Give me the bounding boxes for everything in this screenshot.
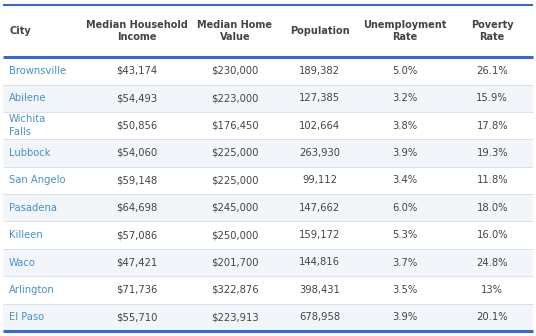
FancyBboxPatch shape — [3, 85, 533, 112]
Text: 99,112: 99,112 — [302, 175, 337, 185]
Text: Killeen: Killeen — [9, 230, 43, 240]
FancyBboxPatch shape — [3, 249, 533, 276]
Text: Lubbock: Lubbock — [9, 148, 50, 158]
Text: 3.2%: 3.2% — [392, 93, 417, 103]
Text: 11.8%: 11.8% — [477, 175, 508, 185]
Text: $59,148: $59,148 — [116, 175, 157, 185]
Text: 19.3%: 19.3% — [477, 148, 508, 158]
Text: City: City — [9, 26, 31, 36]
Text: $47,421: $47,421 — [116, 257, 157, 267]
Text: El Paso: El Paso — [9, 312, 44, 322]
FancyBboxPatch shape — [3, 304, 533, 331]
Text: Brownsville: Brownsville — [9, 66, 66, 76]
Text: Wichita
Falls: Wichita Falls — [9, 114, 46, 137]
Text: $245,000: $245,000 — [211, 203, 258, 213]
Text: 20.1%: 20.1% — [477, 312, 508, 322]
Text: 678,958: 678,958 — [299, 312, 340, 322]
Text: $223,913: $223,913 — [211, 312, 259, 322]
Text: 189,382: 189,382 — [299, 66, 340, 76]
Text: $201,700: $201,700 — [211, 257, 258, 267]
Text: 24.8%: 24.8% — [477, 257, 508, 267]
Text: 159,172: 159,172 — [299, 230, 340, 240]
Text: $225,000: $225,000 — [211, 148, 258, 158]
Text: Population: Population — [290, 26, 349, 36]
FancyBboxPatch shape — [3, 221, 533, 249]
Text: $43,174: $43,174 — [116, 66, 157, 76]
Text: Pasadena: Pasadena — [9, 203, 57, 213]
Text: $64,698: $64,698 — [116, 203, 157, 213]
FancyBboxPatch shape — [3, 112, 533, 139]
Text: 102,664: 102,664 — [299, 121, 340, 131]
Text: 17.8%: 17.8% — [477, 121, 508, 131]
FancyBboxPatch shape — [3, 139, 533, 167]
Text: 3.9%: 3.9% — [392, 312, 417, 322]
Text: $230,000: $230,000 — [211, 66, 258, 76]
Text: $223,000: $223,000 — [211, 93, 258, 103]
FancyBboxPatch shape — [3, 276, 533, 304]
Text: 3.4%: 3.4% — [392, 175, 417, 185]
Text: 13%: 13% — [481, 285, 503, 295]
Text: 15.9%: 15.9% — [477, 93, 508, 103]
Text: 6.0%: 6.0% — [392, 203, 417, 213]
Text: 3.5%: 3.5% — [392, 285, 417, 295]
Text: Unemployment
Rate: Unemployment Rate — [363, 20, 446, 42]
Text: Waco: Waco — [9, 257, 36, 267]
Text: $54,060: $54,060 — [116, 148, 157, 158]
Text: Median Household
Income: Median Household Income — [86, 20, 188, 42]
Text: $176,450: $176,450 — [211, 121, 259, 131]
Text: Abilene: Abilene — [9, 93, 47, 103]
Text: 3.7%: 3.7% — [392, 257, 417, 267]
Text: San Angelo: San Angelo — [9, 175, 65, 185]
FancyBboxPatch shape — [3, 57, 533, 85]
Text: $322,876: $322,876 — [211, 285, 259, 295]
Text: 5.0%: 5.0% — [392, 66, 417, 76]
Text: 263,930: 263,930 — [299, 148, 340, 158]
Text: $71,736: $71,736 — [116, 285, 158, 295]
Text: 127,385: 127,385 — [299, 93, 340, 103]
FancyBboxPatch shape — [3, 167, 533, 194]
FancyBboxPatch shape — [3, 5, 533, 57]
FancyBboxPatch shape — [3, 194, 533, 221]
Text: 18.0%: 18.0% — [477, 203, 508, 213]
Text: $57,086: $57,086 — [116, 230, 157, 240]
Text: Poverty
Rate: Poverty Rate — [471, 20, 513, 42]
Text: 147,662: 147,662 — [299, 203, 340, 213]
Text: 5.3%: 5.3% — [392, 230, 417, 240]
Text: 3.9%: 3.9% — [392, 148, 417, 158]
Text: $54,493: $54,493 — [116, 93, 157, 103]
Text: $225,000: $225,000 — [211, 175, 258, 185]
Text: 16.0%: 16.0% — [477, 230, 508, 240]
Text: 144,816: 144,816 — [299, 257, 340, 267]
Text: 3.8%: 3.8% — [392, 121, 417, 131]
Text: Median Home
Value: Median Home Value — [197, 20, 272, 42]
Text: $55,710: $55,710 — [116, 312, 158, 322]
Text: 398,431: 398,431 — [299, 285, 340, 295]
Text: 26.1%: 26.1% — [477, 66, 508, 76]
Text: $250,000: $250,000 — [211, 230, 258, 240]
Text: $50,856: $50,856 — [116, 121, 157, 131]
Text: Arlington: Arlington — [9, 285, 55, 295]
